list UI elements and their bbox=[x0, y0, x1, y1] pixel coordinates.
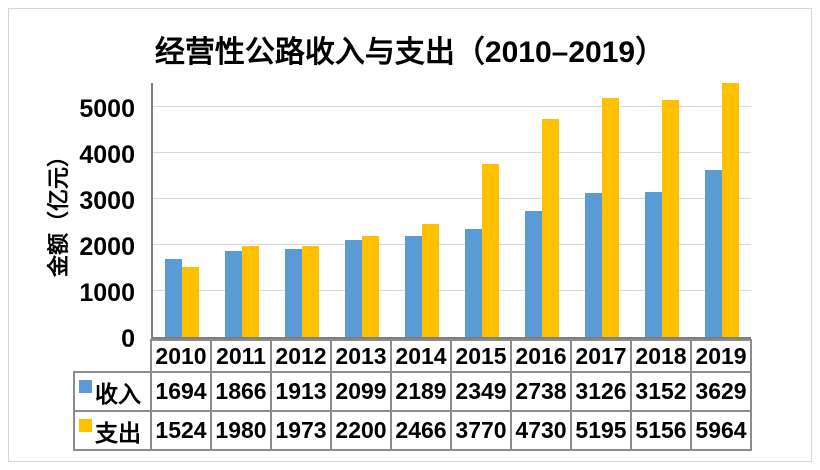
year-cell-2010: 2010 bbox=[150, 339, 212, 373]
gridline-2000 bbox=[153, 244, 751, 245]
series-name-收入: 收入 bbox=[95, 380, 141, 407]
bar-收入-2011 bbox=[225, 251, 242, 337]
value-cell-支出-2015: 3770 bbox=[450, 410, 512, 451]
y-tick-label-3000: 3000 bbox=[79, 187, 135, 215]
bar-支出-2019 bbox=[722, 83, 739, 337]
table-row-years: 2010 2011 2012 2013 2014 2015 2016 2017 2018 2019 bbox=[74, 339, 752, 373]
bar-支出-2018 bbox=[662, 99, 679, 337]
gridline-4000 bbox=[153, 152, 751, 153]
table-row-支出: 支出 1524 1980 1973 2200 2466 3770 4730 5195 5156 59… bbox=[73, 410, 752, 451]
value-cell-收入-2016: 2738 bbox=[510, 371, 572, 412]
year-cell-2018: 2018 bbox=[630, 339, 692, 373]
value-cell-支出-2019: 5964 bbox=[690, 410, 752, 451]
bar-支出-2015 bbox=[482, 163, 499, 337]
year-cell-2012: 2012 bbox=[270, 339, 332, 373]
value-cell-收入-2014: 2189 bbox=[390, 371, 452, 412]
value-cell-收入-2015: 2349 bbox=[450, 371, 512, 412]
value-cell-支出-2011: 1980 bbox=[210, 410, 272, 451]
value-cell-收入-2012: 1913 bbox=[270, 371, 332, 412]
bar-收入-2017 bbox=[585, 193, 602, 337]
series-name-支出: 支出 bbox=[95, 419, 141, 446]
y-tick-label-4000: 4000 bbox=[79, 141, 135, 169]
year-cell-2014: 2014 bbox=[390, 339, 452, 373]
table-corner-cell bbox=[74, 340, 151, 372]
y-tick-label-5000: 5000 bbox=[79, 95, 135, 123]
y-tick-label-1000: 1000 bbox=[79, 279, 135, 307]
y-tick-label-0: 0 bbox=[121, 325, 135, 353]
bar-支出-2014 bbox=[422, 223, 439, 337]
value-cell-支出-2013: 2200 bbox=[330, 410, 392, 451]
value-cell-支出-2010: 1524 bbox=[150, 410, 212, 451]
bar-支出-2012 bbox=[302, 246, 319, 337]
value-cell-支出-2012: 1973 bbox=[270, 410, 332, 451]
bar-收入-2015 bbox=[465, 228, 482, 337]
bar-支出-2017 bbox=[602, 98, 619, 337]
gridline-3000 bbox=[153, 198, 751, 199]
year-cell-2013: 2013 bbox=[330, 339, 392, 373]
legend-swatch-收入 bbox=[79, 380, 92, 393]
bar-收入-2014 bbox=[405, 236, 422, 337]
bar-支出-2010 bbox=[182, 266, 199, 337]
data-table: 2010 2011 2012 2013 2014 2015 2016 2017 2018 2019… bbox=[73, 339, 752, 451]
value-cell-收入-2013: 2099 bbox=[330, 371, 392, 412]
value-cell-收入-2018: 3152 bbox=[630, 371, 692, 412]
bar-收入-2012 bbox=[285, 249, 302, 337]
y-tick-label-2000: 2000 bbox=[79, 233, 135, 261]
plot-area bbox=[151, 83, 751, 339]
gridline-1000 bbox=[153, 290, 751, 291]
value-cell-收入-2019: 3629 bbox=[690, 371, 752, 412]
year-cell-2011: 2011 bbox=[210, 339, 272, 373]
chart-title: 经营性公路收入与支出（2010–2019） bbox=[154, 36, 666, 69]
year-cell-2019: 2019 bbox=[690, 339, 752, 373]
bar-收入-2010 bbox=[165, 259, 182, 337]
bar-收入-2019 bbox=[705, 170, 722, 337]
value-cell-收入-2010: 1694 bbox=[150, 371, 212, 412]
year-cell-2016: 2016 bbox=[510, 339, 572, 373]
value-cell-支出-2016: 4730 bbox=[510, 410, 572, 451]
bar-支出-2016 bbox=[542, 119, 559, 337]
bar-支出-2013 bbox=[362, 235, 379, 337]
legend-swatch-支出 bbox=[79, 419, 92, 432]
series-label-cell-支出: 支出 bbox=[73, 410, 152, 451]
series-label-cell-收入: 收入 bbox=[73, 371, 152, 412]
bar-支出-2011 bbox=[242, 245, 259, 337]
chart-frame: 经营性公路收入与支出（2010–2019） 金额（亿元） 0 1000 2000 30… bbox=[8, 8, 812, 462]
value-cell-支出-2017: 5195 bbox=[570, 410, 632, 451]
gridline-5000 bbox=[153, 106, 751, 107]
bar-收入-2013 bbox=[345, 240, 362, 337]
value-cell-支出-2018: 5156 bbox=[630, 410, 692, 451]
year-cell-2017: 2017 bbox=[570, 339, 632, 373]
value-cell-支出-2014: 2466 bbox=[390, 410, 452, 451]
y-tick-labels: 0 1000 2000 3000 4000 5000 bbox=[9, 83, 142, 352]
table-row-收入: 收入 1694 1866 1913 2099 2189 2349 2738 3126 3152 36… bbox=[73, 371, 752, 412]
value-cell-收入-2017: 3126 bbox=[570, 371, 632, 412]
bar-收入-2016 bbox=[525, 211, 542, 337]
year-cell-2015: 2015 bbox=[450, 339, 512, 373]
value-cell-收入-2011: 1866 bbox=[210, 371, 272, 412]
bar-收入-2018 bbox=[645, 192, 662, 337]
